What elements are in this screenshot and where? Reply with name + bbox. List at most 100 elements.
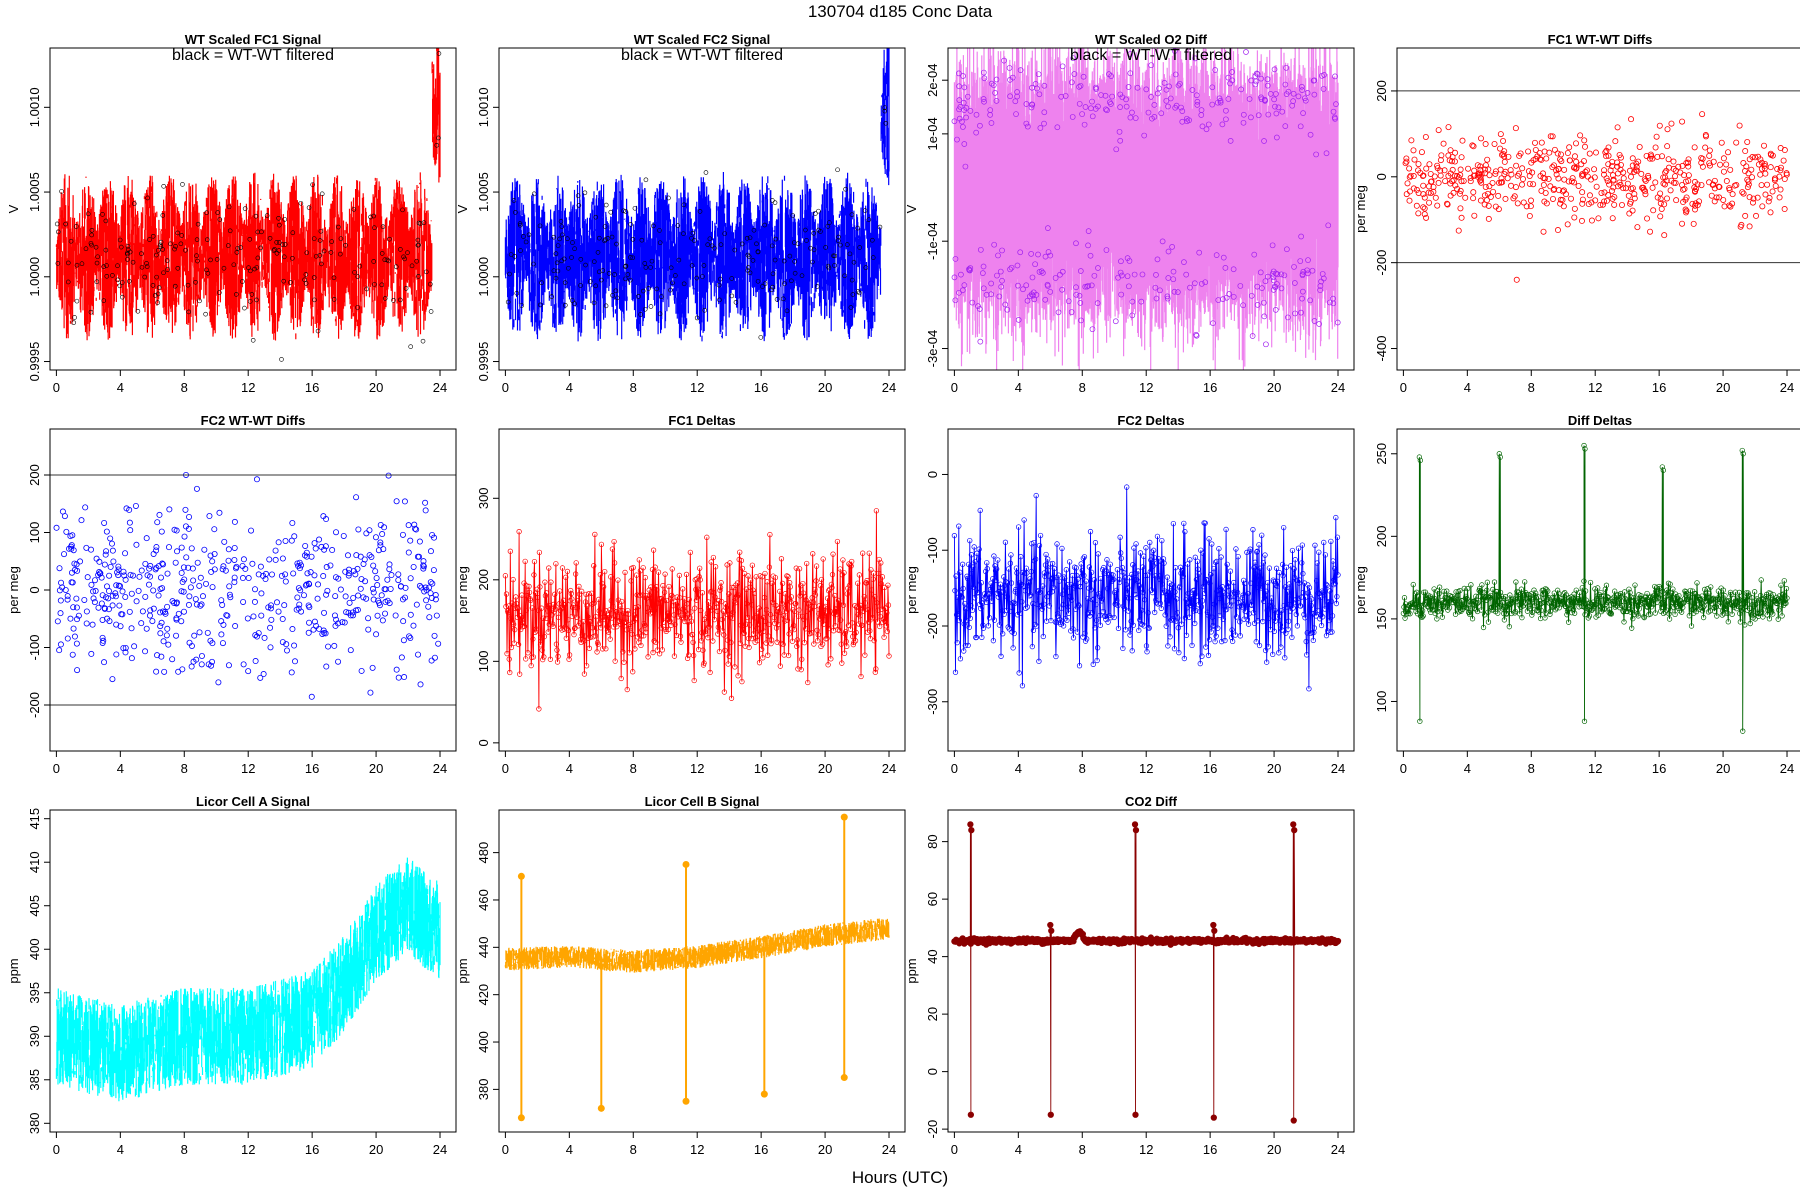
data-point [585,613,591,620]
filtered-point [709,243,715,249]
data-point [1478,588,1484,594]
data-point [1006,65,1013,71]
data-point [1023,282,1030,289]
data-point [1009,600,1016,606]
data-point [422,499,429,506]
x-tick-label: 4 [1015,380,1022,395]
data-point [395,577,402,584]
data-point [219,640,226,647]
data-point [1779,592,1786,598]
data-point [1749,199,1756,206]
data-point [653,639,659,645]
data-point [579,588,585,594]
data-point [1124,590,1130,596]
data-point [1706,147,1713,154]
data-point [1587,579,1594,586]
filtered-point [185,282,191,288]
filtered-point [572,301,577,307]
data-point [597,620,603,626]
filtered-point [59,189,64,194]
data-point [1719,592,1725,599]
data-point [1416,601,1422,607]
data-point [1634,224,1641,231]
data-point [1141,623,1147,629]
data-point [560,605,566,611]
data-point [209,584,216,591]
data-point [795,613,802,619]
data-point [1417,607,1423,613]
data-point [1595,585,1601,591]
data-point [289,626,296,633]
data-point [988,120,995,126]
data-point [1751,603,1757,609]
data-point [186,513,193,520]
data-point [1326,299,1333,306]
data-point [1553,171,1560,178]
data-point [1097,622,1104,628]
data-point [1532,593,1538,599]
data-point [998,653,1004,659]
data-point [245,668,252,675]
filtered-point [304,250,310,256]
data-point [150,550,157,557]
data-point [429,580,436,587]
filtered-point [173,244,178,249]
filtered-point [623,264,628,269]
data-point [955,611,961,617]
data-point [1765,198,1772,205]
data-point [661,589,668,595]
data-point [1713,194,1720,201]
filtered-point [118,244,124,250]
data-point [1482,162,1489,169]
data-point [1614,124,1621,131]
data-point [258,612,265,619]
data-point [1772,182,1779,189]
data-point [1665,589,1671,595]
data-point [1212,559,1219,565]
filtered-point [826,265,832,271]
data-point [1302,97,1309,104]
data-point [1425,183,1432,190]
data-point [1406,174,1413,181]
data-point [1464,585,1471,592]
data-point [1321,539,1327,546]
data-point [413,601,420,608]
data-point [1124,273,1131,280]
data-point [1716,596,1722,602]
data-point [347,612,354,619]
data-point [1497,145,1504,152]
data-point [568,587,574,594]
data-point [1412,597,1418,603]
data-point [407,537,414,544]
data-point [973,634,979,641]
data-point [699,590,706,596]
data-point [331,612,338,619]
filtered-point [115,277,121,283]
filtered-point [355,305,360,310]
data-point [1408,137,1415,144]
data-point [1299,560,1305,566]
data-point [787,584,793,590]
y-tick-label: 1.0000 [27,257,42,297]
data-point [1003,579,1009,585]
data-point [789,638,796,644]
data-point [1688,599,1694,605]
data-point [1173,618,1179,624]
data-point [435,640,442,647]
data-point [1440,140,1447,147]
filtered-point [117,237,123,243]
data-point [98,600,105,607]
data-point [347,647,354,654]
data-point [91,577,98,584]
data-point [231,518,238,525]
data-point [122,550,129,557]
filtered-point [781,258,787,264]
data-point [1262,98,1268,104]
filtered-point [203,311,208,317]
data-point [1117,104,1123,110]
data-point [1458,214,1465,221]
data-point [1315,607,1321,614]
data-point [1601,198,1608,205]
data-point [153,544,160,551]
data-point [1094,645,1101,651]
